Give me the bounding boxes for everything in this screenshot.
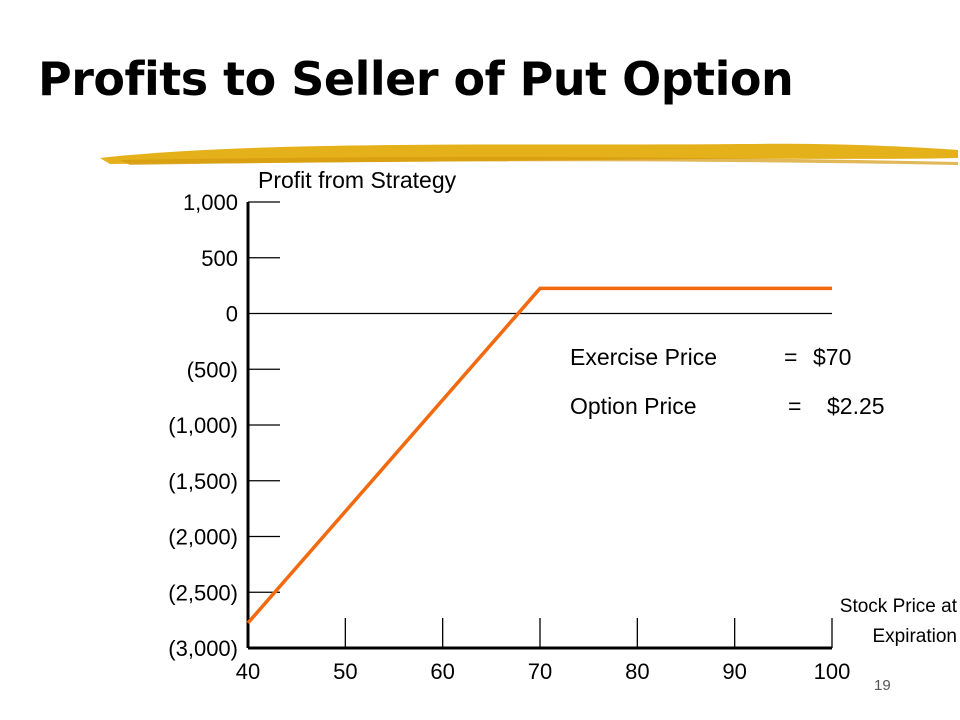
title-underline-brushstroke — [100, 143, 958, 165]
page-number: 19 — [874, 677, 891, 694]
x-axis-title-line: Stock Price at — [840, 596, 958, 617]
x-axis-ticks — [344, 618, 833, 648]
y-tick-label: (1,000) — [168, 413, 238, 438]
y-tick-label: 500 — [201, 246, 238, 271]
brushstroke-thin — [120, 156, 958, 165]
x-tick-label: 100 — [814, 659, 851, 684]
y-axis-title: Profit from Strategy — [258, 167, 457, 193]
y-axis-ticks — [248, 201, 280, 649]
y-tick-label: (500) — [187, 357, 238, 382]
y-tick-label: (2,500) — [168, 580, 238, 605]
x-tick-label: 40 — [236, 659, 260, 684]
y-tick-label: 1,000 — [183, 190, 238, 215]
y-tick-label: (1,500) — [168, 469, 238, 494]
x-axis-title-line: Expiration — [873, 626, 958, 647]
x-tick-label: 80 — [625, 659, 649, 684]
x-tick-label: 60 — [430, 659, 454, 684]
y-tick-label: 0 — [226, 302, 238, 327]
annotation-0: Exercise Price = $70 — [570, 344, 851, 370]
x-axis-tick-labels: 40 50 60 70 80 90 100 — [236, 659, 851, 684]
series-layer — [246, 286, 832, 625]
annotation-1: Option Price = $2.25 — [570, 393, 885, 419]
slide-title: Profits to Seller of Put Option — [38, 52, 794, 106]
chart-annotations: Exercise Price = $70 Option Price = $2.25 — [570, 344, 885, 419]
x-tick-label: 90 — [722, 659, 746, 684]
x-tick-label: 50 — [333, 659, 357, 684]
annotation-value: $2.25 — [827, 393, 885, 419]
y-tick-label: (3,000) — [168, 636, 238, 661]
y-axis-tick-labels: 1,000 500 0 (500) (1,000) (1,500) (2,000) (2,50… — [168, 190, 238, 661]
annotation-label: Option Price — [570, 393, 697, 419]
annotation-label: Exercise Price — [570, 344, 717, 370]
y-tick-label: (2,000) — [168, 525, 238, 550]
annotation-value: $70 — [813, 344, 851, 370]
x-axis-title: Stock Price at Expiration — [840, 596, 958, 647]
annotation-equals: = — [784, 344, 797, 370]
profit-line-series-0 — [246, 286, 832, 625]
x-tick-label: 70 — [528, 659, 552, 684]
annotation-equals: = — [788, 393, 801, 419]
